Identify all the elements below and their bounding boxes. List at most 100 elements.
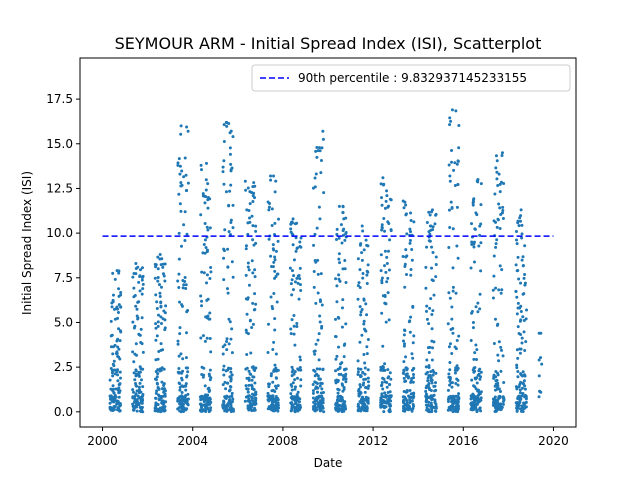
data-point [132,286,136,290]
data-point [478,292,482,296]
data-point [424,309,428,313]
data-point [497,359,501,363]
data-point [379,182,383,186]
data-point [517,385,521,389]
data-point [336,367,340,371]
data-point [359,409,363,413]
data-point [515,312,519,316]
data-point [517,277,521,281]
data-point [455,244,459,248]
data-point [200,270,204,274]
data-point [119,376,123,380]
data-point [321,397,325,401]
data-point [427,351,431,355]
data-point [343,342,347,346]
data-point [431,373,435,377]
data-point [186,129,190,133]
data-point [343,238,347,242]
data-point [228,152,232,156]
data-point [516,325,520,329]
data-point [248,402,252,406]
data-point [499,369,503,373]
data-point [515,387,519,391]
data-point [537,374,541,378]
data-point [337,257,341,261]
data-point [179,124,183,128]
data-point [229,370,233,374]
data-point [293,409,297,413]
data-point [366,244,370,248]
data-point [245,208,249,212]
data-point [203,221,207,225]
data-point [313,352,317,356]
data-point [454,291,458,295]
data-point [434,213,438,217]
data-point [179,184,183,188]
data-point [384,302,388,306]
data-point [357,405,361,409]
data-point [118,389,122,393]
data-point [497,395,501,399]
data-point [109,394,113,398]
data-point [319,381,323,385]
data-point [209,350,213,354]
data-point [133,324,137,328]
data-point [200,372,204,376]
data-point [454,366,458,370]
data-point [155,382,159,386]
data-point [253,408,257,412]
data-point [493,388,497,392]
data-point [248,202,252,206]
data-point [116,373,120,377]
data-point [344,380,348,384]
data-point [254,224,258,228]
data-point [318,314,322,318]
data-point [227,204,231,208]
data-point [412,372,416,376]
data-point [292,274,296,278]
data-point [159,301,163,305]
data-point [362,377,366,381]
data-point [271,243,275,247]
data-point [274,352,278,356]
data-point [434,409,438,413]
data-point [447,372,451,376]
data-point [430,358,434,362]
data-point [228,131,232,135]
data-point [379,368,383,372]
data-point [273,269,277,273]
data-point [452,168,456,172]
data-point [273,363,277,367]
data-point [521,381,525,385]
data-point [516,221,520,225]
data-point [299,378,303,382]
x-axis: 2000 2004 2008 2012 2016 2020 [87,427,569,448]
data-point [321,137,325,141]
data-point [134,304,138,308]
data-point [339,407,343,411]
data-point [402,376,406,380]
data-point [402,360,406,364]
data-point [317,358,321,362]
data-point [520,223,524,227]
data-point [365,352,369,356]
data-point [201,334,205,338]
data-point [221,165,225,169]
x-axis-label: Date [314,456,343,470]
data-point [360,224,364,228]
data-point [315,155,319,159]
data-point [314,342,318,346]
data-point [133,378,137,382]
data-point [360,333,364,337]
data-point [162,409,166,413]
data-point [205,281,209,285]
data-point [496,373,500,377]
data-point [515,295,519,299]
data-point [405,254,409,258]
data-point [433,389,437,393]
data-point [178,300,181,304]
data-point [519,373,523,377]
data-point [523,393,527,397]
data-point [221,352,225,356]
data-point [295,393,299,397]
